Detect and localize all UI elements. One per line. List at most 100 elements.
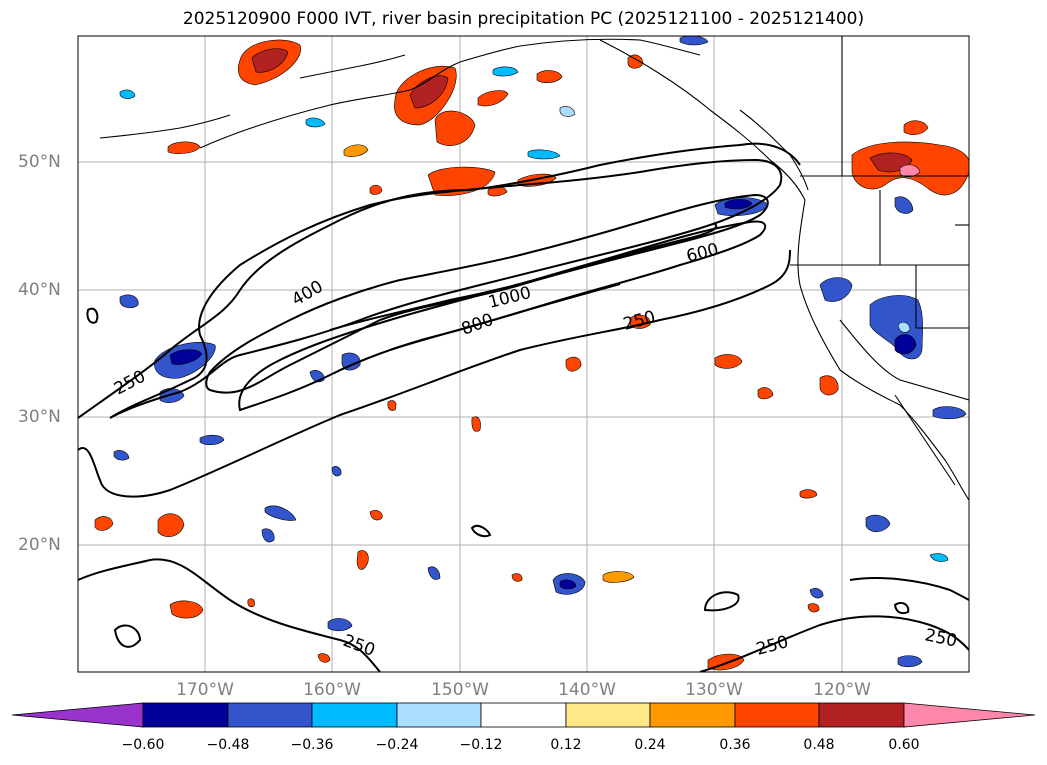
colorbar-tick: −0.36 xyxy=(290,737,334,753)
precip-blob xyxy=(387,400,397,411)
precip-blob xyxy=(757,387,774,400)
precip-blob xyxy=(903,120,929,135)
ivt-label: 250 xyxy=(621,307,658,335)
colorbar-segment xyxy=(142,702,229,728)
us-west-coast xyxy=(797,199,969,501)
coastlines xyxy=(99,36,969,501)
precip-blob xyxy=(819,277,853,302)
precip-blob xyxy=(894,196,914,214)
precip-blob xyxy=(559,106,576,117)
colorbar-tick: −0.24 xyxy=(375,737,419,753)
precip-blob xyxy=(119,294,139,309)
precip-blob xyxy=(799,489,818,499)
precip-blob xyxy=(714,354,743,369)
precip-blob xyxy=(343,144,369,157)
lon-label-130w: 130°W xyxy=(685,680,743,700)
lon-label-160w: 160°W xyxy=(303,680,361,700)
precip-blob xyxy=(369,510,383,521)
precip-blob xyxy=(159,388,185,403)
precip-blob xyxy=(327,618,353,632)
colorbar-segment xyxy=(649,702,736,728)
precip-blob xyxy=(565,356,582,372)
precip-blob xyxy=(819,375,839,396)
colorbar-segment xyxy=(818,702,905,728)
precip-blob xyxy=(264,505,297,521)
ivt-contour-1000 xyxy=(329,223,718,331)
precip-blob xyxy=(897,321,911,333)
precip-blob xyxy=(602,571,635,583)
ivt-contour-250 xyxy=(849,577,969,601)
graticule xyxy=(78,36,969,672)
precip-blob xyxy=(477,90,509,107)
ivt-contour-250 xyxy=(703,591,740,612)
precip-blob xyxy=(94,516,114,531)
ivt-contour-250 xyxy=(699,615,969,672)
precip-blob xyxy=(157,513,185,538)
precip-blob xyxy=(894,334,917,355)
precip-blob xyxy=(434,110,476,146)
ivt-contour-250 xyxy=(113,624,142,648)
precip-blob xyxy=(929,553,949,562)
colorbar-segment xyxy=(565,702,651,728)
colorbar-tick: 0.24 xyxy=(634,737,666,753)
precip-blob xyxy=(492,66,519,77)
alaska-coastline xyxy=(199,38,701,149)
lat-label-30n: 30°N xyxy=(18,407,61,427)
map-title: 2025120900 F000 IVT, river basin precipi… xyxy=(182,9,865,29)
ivt-contour-600 xyxy=(205,193,769,394)
precip-blob xyxy=(369,184,383,195)
alaska-peninsula xyxy=(299,54,406,79)
lat-label-40n: 40°N xyxy=(18,280,61,300)
lon-label-170w: 170°W xyxy=(176,680,234,700)
lat-label-50n: 50°N xyxy=(18,152,61,172)
precip-blob xyxy=(679,36,709,46)
ivt-contours xyxy=(78,142,969,672)
ivt-contour-250 xyxy=(78,558,381,672)
ivt-label: 250 xyxy=(754,632,791,660)
precip-positive-anomalies xyxy=(94,39,969,671)
colorbar-segment xyxy=(396,702,482,728)
state-border xyxy=(839,319,969,401)
precip-blob xyxy=(427,566,441,580)
ivt-contour-400 xyxy=(109,158,783,419)
precip-blob xyxy=(865,514,891,533)
ivt-contour-1000 xyxy=(389,283,621,351)
colorbar-tick: −0.12 xyxy=(459,737,503,753)
precip-blob xyxy=(527,149,561,160)
ivt-label: 1000 xyxy=(486,283,533,313)
lon-label-140w: 140°W xyxy=(558,680,616,700)
precip-blob xyxy=(356,550,369,570)
precip-blob xyxy=(169,349,203,365)
colorbar-tick: 0.36 xyxy=(719,737,751,753)
ivt-labels: 250 400 600 800 1000 250 250 250 250 xyxy=(111,240,959,661)
ivt-contour-250 xyxy=(78,249,791,498)
precip-blob xyxy=(471,416,481,432)
precip-blob xyxy=(331,466,342,477)
lat-label-20n: 20°N xyxy=(18,535,61,555)
colorbar-segment xyxy=(734,702,820,728)
ivt-label: 800 xyxy=(459,310,496,340)
colorbar-segment xyxy=(480,702,567,728)
colorbar-segment xyxy=(227,702,313,728)
colorbar xyxy=(11,702,1036,728)
colorbar-tick: −0.60 xyxy=(121,737,165,753)
colorbar-extend-high xyxy=(903,702,1036,728)
colorbar-tick: −0.48 xyxy=(206,737,250,753)
precip-blob xyxy=(199,434,225,446)
precip-blob xyxy=(251,48,289,73)
state-border xyxy=(915,265,969,329)
precip-blob xyxy=(317,653,331,663)
ivt-contour-250 xyxy=(86,307,99,324)
map-frame xyxy=(77,35,970,673)
precip-blob xyxy=(536,70,563,83)
aleutian-islands xyxy=(99,114,231,139)
precip-blob xyxy=(169,600,204,619)
precip-blob xyxy=(897,655,923,668)
ivt-label: 250 xyxy=(340,631,377,661)
precip-blob xyxy=(807,603,820,613)
colorbar-segment xyxy=(311,702,398,728)
precip-blob xyxy=(167,141,201,154)
colorbar-tick: 0.12 xyxy=(550,737,582,753)
colorbar-tick: 0.48 xyxy=(803,737,835,753)
